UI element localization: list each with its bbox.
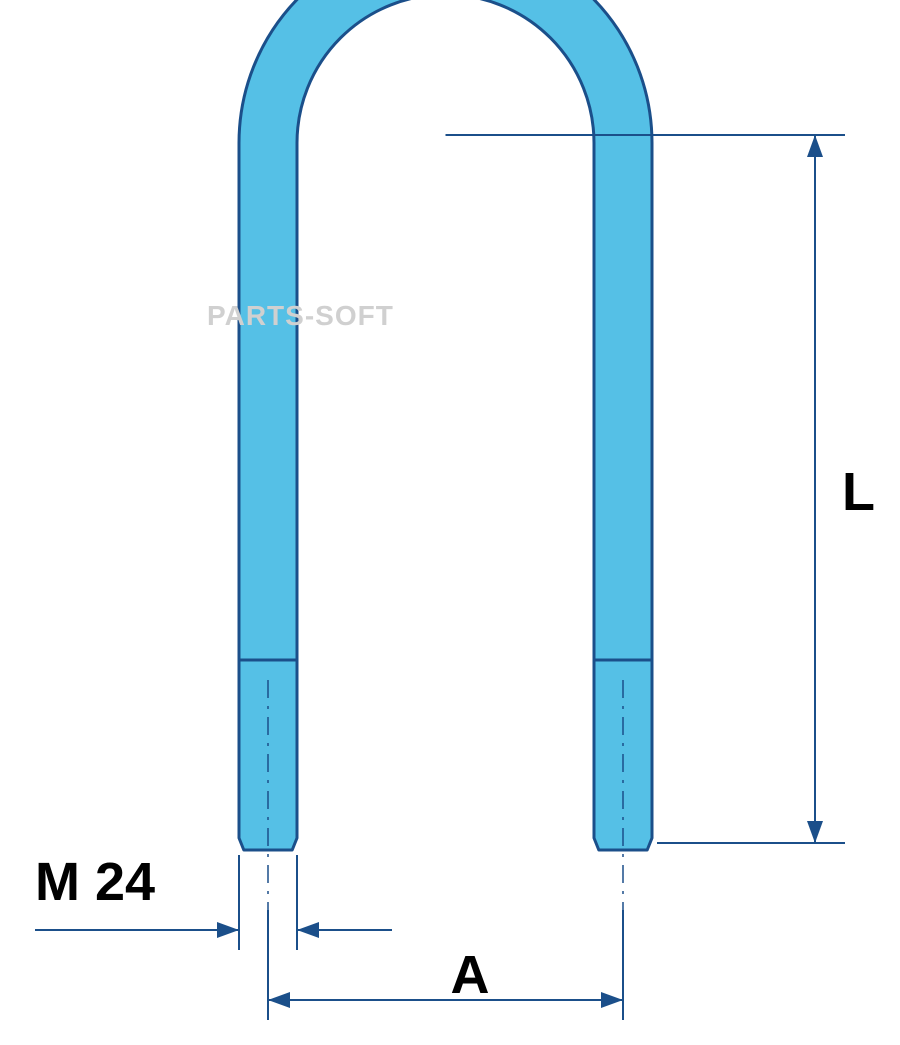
dimension-A: A (268, 910, 623, 1020)
label-A: A (451, 945, 490, 1005)
u-bolt-shape (239, 0, 652, 850)
label-L: L (842, 462, 875, 522)
dimension-L: L (446, 135, 876, 843)
label-M: M 24 (35, 852, 155, 912)
dimension-M: M 24 (35, 852, 392, 950)
diagram-svg: L A M 24 (0, 0, 900, 1045)
